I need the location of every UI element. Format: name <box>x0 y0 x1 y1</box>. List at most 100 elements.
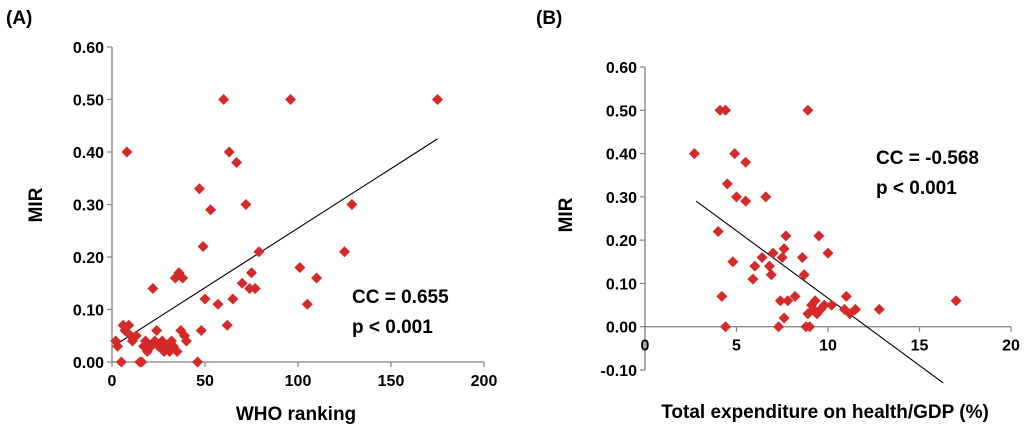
panel-b-data-point <box>780 230 792 242</box>
panel-b-data-point <box>818 299 830 311</box>
panel-a-data-point <box>227 293 239 305</box>
panel-b-trendline <box>695 200 944 384</box>
panel-b-data-point <box>749 260 761 272</box>
panel-b-data-point <box>727 256 739 268</box>
panel-b-y-tick-label: 0.30 <box>606 190 637 207</box>
panel-a-data-point <box>199 293 211 305</box>
panel-a-y-tick-label: 0.00 <box>73 355 104 372</box>
panel-a-data-point <box>195 325 207 336</box>
panel-a-data-point <box>218 94 230 105</box>
panel-a-data-point <box>151 325 163 336</box>
panel-a-data-point <box>147 283 159 294</box>
panel-a-data-point <box>285 94 297 105</box>
panel-b-data-point <box>809 295 821 307</box>
panel-a-x-tick-label: 0 <box>108 373 117 390</box>
panel-a-data-point <box>236 277 248 289</box>
panel-b-y-tick-label: 0.50 <box>606 103 637 120</box>
panel-b-p-annotation: p < 0.001 <box>876 178 957 199</box>
panel-b-y-tick-label: 0.40 <box>606 147 637 164</box>
panel-a-y-tick-label: 0.20 <box>73 250 104 267</box>
panel-b-data-point <box>804 321 816 333</box>
panel-a-data-point <box>253 246 265 258</box>
panel-a-x-tick-label: 150 <box>378 373 405 390</box>
panel-a-data-point <box>171 346 183 357</box>
panel-a-data-point <box>301 298 313 310</box>
panel-b-x-tick-label: 20 <box>1002 338 1020 355</box>
panel-b-data-point <box>813 230 825 242</box>
panel-a-data-point <box>294 262 306 273</box>
panel-a-data-point <box>346 199 358 210</box>
panel-a-y-tick-label: 0.30 <box>73 198 104 215</box>
panel-b-x-tick-label: 10 <box>819 338 837 355</box>
panel-b-data-point <box>765 269 777 281</box>
panel-a-y-tick-label: 0.10 <box>73 303 104 320</box>
panel-a-data-point <box>119 325 131 336</box>
panel-b-data-point <box>776 251 788 263</box>
panel-b-data-point <box>774 295 786 307</box>
panel-b-data-point <box>720 104 732 116</box>
panel-b-data-point <box>688 148 700 160</box>
panel-a-trendline <box>117 138 438 345</box>
panel-a-data-point <box>136 356 148 368</box>
panel-a-data-point <box>249 283 261 294</box>
panel-b-data-point <box>760 191 772 203</box>
panel-a-data-point <box>240 199 252 210</box>
panel-a-data-point <box>432 94 443 105</box>
panel-b-data-point <box>773 321 785 333</box>
panel-a-data-point <box>244 283 256 294</box>
panel-a-y-axis-title: MIR <box>26 187 47 222</box>
panel-b-data-point <box>849 303 861 315</box>
panel-a-data-point <box>339 246 350 258</box>
panel-a-data-point <box>123 319 135 331</box>
panel-a-data-point <box>231 157 243 168</box>
panel-b-data-point <box>778 312 790 324</box>
panel-a-x-tick-label: 50 <box>196 373 214 390</box>
panel-a-data-point <box>221 319 233 331</box>
panel-b-data-point <box>716 290 728 302</box>
panel-b-data-point <box>798 269 810 281</box>
panel-b-x-tick-label: 5 <box>732 338 741 355</box>
panel-a-data-point <box>177 272 189 284</box>
panel-b-y-tick-label: 0.20 <box>606 233 637 250</box>
panel-a-data-point <box>193 183 205 195</box>
panel-b-data-point <box>822 247 834 259</box>
panel-b-data-point <box>756 251 768 263</box>
panel-b-data-point <box>778 243 790 255</box>
panel-b-plot: -0.10 0.00 0.10 0.20 0.30 0.40 0.50 0.60 0 5 10 15 2… <box>601 60 1020 384</box>
panel-b-data-point <box>873 303 885 315</box>
panel-b-data-point <box>950 295 962 307</box>
panel-b-cc-annotation: CC = -0.568 <box>876 148 979 169</box>
panel-b-y-tick-label: 0.00 <box>606 320 637 337</box>
panel-b-data-point <box>712 225 724 237</box>
panel-a-data-point <box>115 356 127 368</box>
panel-a-data-point <box>311 272 323 284</box>
panel-a-data-point <box>192 356 204 368</box>
panel-a-x-tick-label: 200 <box>471 373 498 390</box>
panel-b-y-tick-label: 0.10 <box>606 276 637 293</box>
panel-a-x-tick-label: 100 <box>285 373 312 390</box>
panel-b-data-point <box>729 148 741 160</box>
panel-b-label: (B) <box>536 8 562 29</box>
panel-a-data-point <box>121 146 133 158</box>
panel-b-data-point <box>721 178 733 190</box>
panel-b-y-tick-label: -0.10 <box>601 363 638 380</box>
panel-a-cc-annotation: CC = 0.655 <box>352 287 449 308</box>
panel-b-data-point <box>740 195 752 207</box>
panel-b-data-point <box>796 251 808 263</box>
panel-a-data-point <box>130 330 142 342</box>
panel-a-y-tick-label: 0.40 <box>73 145 104 162</box>
panel-a-y-tick-label: 0.50 <box>73 93 104 110</box>
panel-a-p-annotation: p < 0.001 <box>352 317 433 338</box>
panel-b-data-point <box>740 156 752 168</box>
panel-a-data-point <box>246 267 257 279</box>
panel-a-plot: 0.00 0.10 0.20 0.30 0.40 0.50 0.60 0 50 100 150 200 <box>73 40 498 390</box>
panel-b-data-point <box>731 191 742 203</box>
panel-a-data-point <box>112 340 124 352</box>
panel-b-data-point <box>720 321 732 333</box>
panel-b-x-tick-label: 0 <box>641 338 650 355</box>
panel-b-data-point <box>782 295 794 307</box>
panel-b-data-point <box>763 260 775 272</box>
panel-b-data-point <box>802 104 814 116</box>
panel-b-data-point <box>826 299 838 311</box>
panel-b-y-axis-title: MIR <box>556 197 577 232</box>
